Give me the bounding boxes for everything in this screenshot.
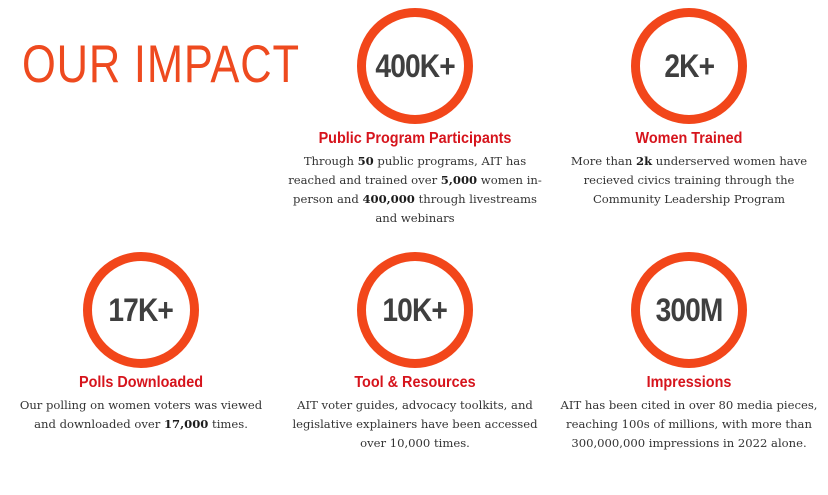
stat-description: Through 50 public programs, AIT has reac… <box>288 154 542 225</box>
stat-women-trained: 2K+ Women Trained More than 2k underserv… <box>554 8 824 209</box>
stat-value: 400K+ <box>375 47 455 84</box>
stat-label: Tool & Resources <box>354 374 476 391</box>
stat-tool-resources: 10K+ Tool & Resources AIT voter guides, … <box>280 252 550 453</box>
stat-value: 2K+ <box>664 47 715 84</box>
stat-impressions: 300M Impressions AIT has been cited in o… <box>554 252 824 453</box>
stat-description: More than 2k underserved women have reci… <box>570 154 808 206</box>
stat-public-program-participants: 400K+ Public Program Participants Throug… <box>280 8 550 228</box>
stat-value: 17K+ <box>108 291 174 328</box>
stat-label: Public Program Participants <box>318 130 512 147</box>
stat-description: AIT has been cited in over 80 media piec… <box>560 398 818 450</box>
page-title: OUR IMPACT <box>22 35 300 94</box>
stat-value: 10K+ <box>382 291 448 328</box>
stat-ring: 400K+ <box>357 8 473 124</box>
stat-value: 300M <box>655 291 724 328</box>
stat-ring: 10K+ <box>357 252 473 368</box>
stat-ring: 17K+ <box>83 252 199 368</box>
stat-polls-downloaded: 17K+ Polls Downloaded Our polling on wom… <box>6 252 276 434</box>
stat-label: Impressions <box>646 374 732 391</box>
stat-description: AIT voter guides, advocacy toolkits, and… <box>292 398 538 450</box>
stat-label: Women Trained <box>635 130 743 147</box>
stat-ring: 2K+ <box>631 8 747 124</box>
stat-description: Our polling on women voters was viewed a… <box>19 398 263 431</box>
stat-label: Polls Downloaded <box>78 374 204 391</box>
stat-ring: 300M <box>631 252 747 368</box>
